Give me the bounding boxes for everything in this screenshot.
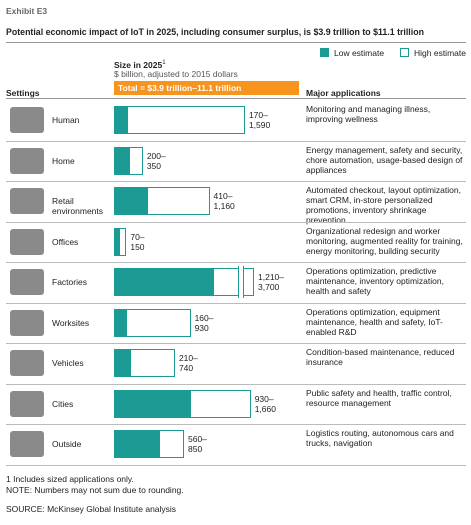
value-label-high: 350	[146, 160, 161, 171]
total-banner: Total = $3.9 trillion–11.1 trillion	[114, 81, 299, 95]
setting-icon	[10, 431, 44, 458]
row-rule	[6, 424, 466, 425]
application-text: Condition-based maintenance, reduced ins…	[306, 347, 455, 367]
application-text: Automated checkout, layout optimization,…	[306, 185, 461, 225]
setting-icon	[10, 228, 44, 255]
footnote-mark: 1	[162, 60, 166, 66]
bar-low	[114, 146, 131, 175]
settings-header: Settings	[6, 88, 40, 98]
size-text: Size in 2025	[114, 59, 163, 70]
size-label: Size in 20251	[114, 58, 166, 70]
row-rule	[6, 221, 466, 223]
setting-icon	[10, 350, 44, 377]
title-rule	[6, 42, 466, 43]
row-rule	[6, 98, 466, 99]
application-text: Operations optimization, predictive main…	[306, 266, 444, 296]
application-text: Operations optimization, equipment maint…	[306, 306, 443, 337]
row-rule	[6, 302, 466, 304]
value-label-high: 850	[188, 444, 203, 455]
setting-icon	[10, 188, 44, 215]
setting-icon	[10, 147, 44, 174]
setting-name: Retail environments	[52, 196, 104, 217]
value-label-low: 200–	[146, 150, 166, 161]
row-rule	[6, 262, 466, 263]
bar-low	[114, 227, 120, 256]
bar-high	[114, 106, 245, 135]
applications-header: Major applications	[306, 88, 381, 98]
footnote: 1 Includes sized applications only.	[6, 474, 134, 484]
note: NOTE: Numbers may not sum due to roundin…	[6, 485, 184, 495]
value-label-high: 150	[130, 241, 145, 252]
value-label-low: 160–	[194, 312, 214, 323]
bar-low	[114, 268, 214, 297]
value-label-high: 740	[178, 363, 194, 374]
value-label-low: 1,210–	[258, 272, 284, 283]
application-text: Monitoring and managing illness, improvi…	[306, 104, 431, 124]
row-rule	[6, 181, 466, 182]
row-rule	[6, 383, 466, 385]
legend-label: Low estimate	[334, 48, 385, 58]
source: SOURCE: McKinsey Global Institute analys…	[6, 504, 177, 514]
legend-swatch	[400, 48, 409, 57]
application-text: Logistics routing, autonomous cars and t…	[306, 428, 454, 448]
value-label-low: 930–	[254, 393, 274, 404]
bar-low	[114, 308, 128, 337]
value-label-high: 1,160	[213, 201, 235, 212]
setting-icon	[10, 269, 44, 296]
axis-break	[238, 266, 244, 299]
value-label-low: 70–	[130, 231, 145, 242]
chart-title: Potential economic impact of IoT in 2025…	[6, 27, 424, 37]
setting-icon	[10, 309, 44, 336]
row-rule	[6, 343, 466, 344]
setting-name: Offices	[52, 236, 79, 247]
application-text: Energy management, safety and security, …	[306, 144, 463, 175]
value-label-high: 3,700	[258, 282, 280, 293]
setting-name: Home	[52, 155, 75, 166]
setting-icon	[10, 107, 44, 134]
row-rule	[6, 140, 466, 142]
application-text: Public safety and health, traffic contro…	[306, 387, 452, 408]
bar-low	[114, 349, 132, 378]
units: $ billion, adjusted to 2015 dollars	[114, 69, 238, 79]
setting-name: Factories	[52, 277, 87, 288]
value-label-low: 410–	[213, 191, 233, 202]
row-rule	[6, 464, 466, 466]
setting-name: Vehicles	[52, 358, 84, 369]
value-label-high: 1,590	[248, 120, 271, 131]
setting-icon	[10, 390, 44, 417]
setting-name: Human	[52, 115, 80, 126]
value-label-low: 560–	[188, 434, 207, 445]
bar-low	[114, 430, 161, 459]
bar-low	[114, 187, 148, 216]
exhibit-label: Exhibit E3	[6, 6, 48, 16]
value-label-low: 170–	[248, 110, 268, 121]
value-label-high: 1,660	[254, 403, 276, 414]
value-label-low: 210–	[178, 353, 198, 364]
legend-label: High estimate	[414, 48, 466, 58]
value-label-high: 930	[194, 322, 209, 333]
setting-name: Worksites	[52, 317, 90, 328]
setting-name: Cities	[52, 398, 74, 409]
setting-name: Outside	[52, 439, 82, 450]
application-text: Organizational redesign and worker monit…	[306, 225, 463, 256]
bar-low	[114, 106, 128, 135]
bar-low	[114, 389, 191, 418]
legend-swatch	[320, 48, 329, 57]
